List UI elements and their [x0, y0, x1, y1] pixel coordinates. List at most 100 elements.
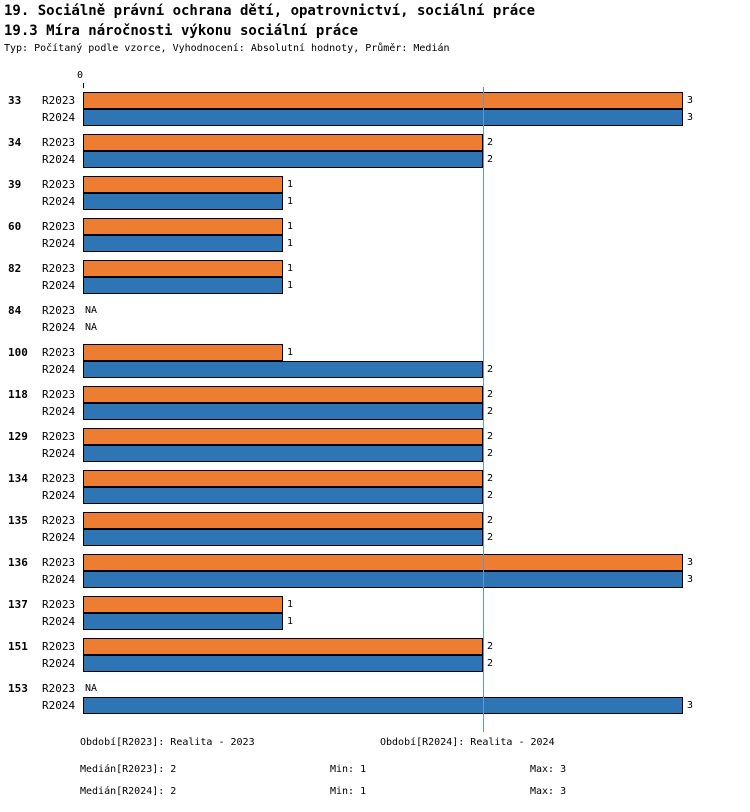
- chart-row: 84 R2023 NA: [0, 302, 750, 319]
- value-label: 3: [687, 557, 694, 568]
- chart-row: R2024 1: [0, 235, 750, 252]
- series-label: R2023: [42, 136, 76, 149]
- chart-row: R2024 1: [0, 193, 750, 210]
- chart-row: 33 R2023 3: [0, 92, 750, 109]
- series-label: R2024: [42, 573, 76, 586]
- chart-row: 136 R2023 3: [0, 554, 750, 571]
- group-label: 100: [8, 346, 28, 359]
- chart-group: 151 R2023 2 R2024 2: [0, 638, 750, 672]
- stat-median-2023: Medián[R2023]: 2: [80, 764, 177, 775]
- bar-r2023: [83, 344, 283, 361]
- bar-track: NA: [83, 302, 750, 319]
- bar-track: 2: [83, 470, 750, 487]
- chart-row: R2024 2: [0, 529, 750, 546]
- series-label: R2023: [42, 640, 76, 653]
- chart-group: 82 R2023 1 R2024 1: [0, 260, 750, 294]
- bar-r2024: [83, 277, 283, 294]
- na-label: NA: [85, 683, 98, 694]
- chart-group: 100 R2023 1 R2024 2: [0, 344, 750, 378]
- chart-row: R2024 2: [0, 403, 750, 420]
- bar-r2024: [83, 445, 483, 462]
- bar-r2024: [83, 529, 483, 546]
- chart-row: 100 R2023 1: [0, 344, 750, 361]
- series-label: R2023: [42, 262, 76, 275]
- series-label: R2023: [42, 304, 76, 317]
- value-label: 2: [487, 532, 494, 543]
- chart-group: 39 R2023 1 R2024 1: [0, 176, 750, 210]
- series-label: R2023: [42, 220, 76, 233]
- value-label: 2: [487, 641, 494, 652]
- value-label: 3: [687, 574, 694, 585]
- bar-r2023: [83, 638, 483, 655]
- value-label: 2: [487, 389, 494, 400]
- series-label: R2024: [42, 615, 76, 628]
- bar-r2023: [83, 260, 283, 277]
- chart-row: R2024 2: [0, 487, 750, 504]
- value-label: 2: [487, 137, 494, 148]
- chart-row: 137 R2023 1: [0, 596, 750, 613]
- chart-group: 153 R2023 NA R2024 3: [0, 680, 750, 714]
- value-label: 2: [487, 473, 494, 484]
- chart-row: R2024 2: [0, 151, 750, 168]
- bar-track: 3: [83, 697, 750, 714]
- bar-r2023: [83, 218, 283, 235]
- value-label: 2: [487, 431, 494, 442]
- chart-group: 137 R2023 1 R2024 1: [0, 596, 750, 630]
- chart-group: 118 R2023 2 R2024 2: [0, 386, 750, 420]
- value-label: 1: [287, 263, 294, 274]
- series-label: R2023: [42, 388, 76, 401]
- chart-row: R2024 1: [0, 277, 750, 294]
- chart-title: 19. Sociálně právní ochrana dětí, opatro…: [4, 3, 536, 19]
- chart-row: R2024 2: [0, 655, 750, 672]
- bar-r2023: [83, 176, 283, 193]
- chart-row: R2024 1: [0, 613, 750, 630]
- chart-group: 84 R2023 NA R2024 NA: [0, 302, 750, 336]
- value-label: 1: [287, 196, 294, 207]
- chart-row: 129 R2023 2: [0, 428, 750, 445]
- bar-r2023: [83, 596, 283, 613]
- series-label: R2023: [42, 430, 76, 443]
- chart-row: 153 R2023 NA: [0, 680, 750, 697]
- bar-r2024: [83, 571, 683, 588]
- value-label: 2: [487, 490, 494, 501]
- axis-zero-label: 0: [77, 70, 84, 81]
- legend-period-2024: Období[R2024]: Realita - 2024: [380, 737, 555, 748]
- bar-track: 2: [83, 134, 750, 151]
- bar-track: 1: [83, 277, 750, 294]
- bar-track: 2: [83, 512, 750, 529]
- bar-track: 1: [83, 176, 750, 193]
- chart-group: 60 R2023 1 R2024 1: [0, 218, 750, 252]
- series-label: R2024: [42, 489, 76, 502]
- series-label: R2024: [42, 111, 76, 124]
- series-label: R2024: [42, 657, 76, 670]
- value-label: 1: [287, 347, 294, 358]
- group-label: 151: [8, 640, 28, 653]
- bar-track: 3: [83, 109, 750, 126]
- chart-row: R2024 2: [0, 361, 750, 378]
- value-label: 2: [487, 658, 494, 669]
- bar-track: 2: [83, 445, 750, 462]
- series-label: R2024: [42, 531, 76, 544]
- chart-group: 136 R2023 3 R2024 3: [0, 554, 750, 588]
- bar-r2023: [83, 470, 483, 487]
- series-label: R2024: [42, 405, 76, 418]
- na-label: NA: [85, 322, 98, 333]
- series-label: R2024: [42, 237, 76, 250]
- chart-group: 34 R2023 2 R2024 2: [0, 134, 750, 168]
- bar-r2024: [83, 235, 283, 252]
- group-label: 135: [8, 514, 28, 527]
- chart-row: 134 R2023 2: [0, 470, 750, 487]
- chart-row: 82 R2023 1: [0, 260, 750, 277]
- stat-min-2023: Min: 1: [330, 764, 367, 775]
- series-label: R2024: [42, 321, 76, 334]
- chart-meta: Typ: Počítaný podle vzorce, Vyhodnocení:…: [4, 43, 450, 54]
- chart-row: 39 R2023 1: [0, 176, 750, 193]
- bar-track: 1: [83, 260, 750, 277]
- bar-track: 2: [83, 361, 750, 378]
- value-label: 2: [487, 154, 494, 165]
- group-label: 129: [8, 430, 28, 443]
- chart-row: 34 R2023 2: [0, 134, 750, 151]
- bar-r2024: [83, 361, 483, 378]
- chart-row: 60 R2023 1: [0, 218, 750, 235]
- bar-r2023: [83, 554, 683, 571]
